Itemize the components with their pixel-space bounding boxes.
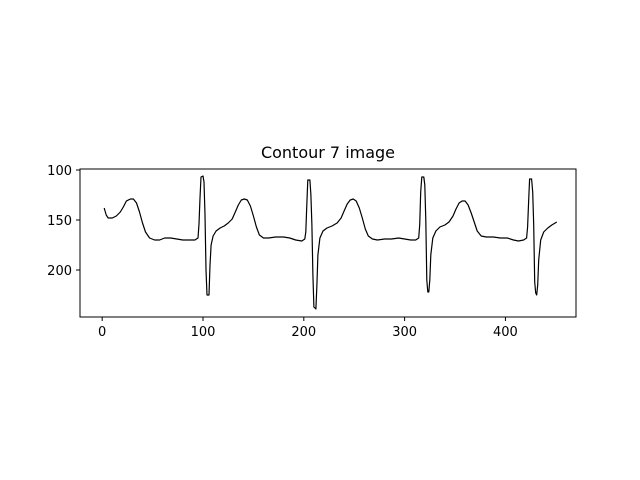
x-tick-label: 400 xyxy=(493,325,518,340)
plot-frame xyxy=(79,168,577,318)
x-tick-label: 300 xyxy=(392,325,417,340)
y-tick-label: 200 xyxy=(47,264,72,279)
x-tick-label: 0 xyxy=(98,325,106,340)
series-line xyxy=(103,175,558,310)
y-axis: 100 150 200 xyxy=(47,164,80,279)
x-axis: 0 100 200 300 400 xyxy=(98,317,518,340)
x-tick-label: 100 xyxy=(191,325,216,340)
y-tick-label: 100 xyxy=(47,164,72,179)
chart-title: Contour 7 image xyxy=(261,143,395,162)
x-tick-label: 200 xyxy=(291,325,316,340)
y-tick-label: 150 xyxy=(47,214,72,229)
